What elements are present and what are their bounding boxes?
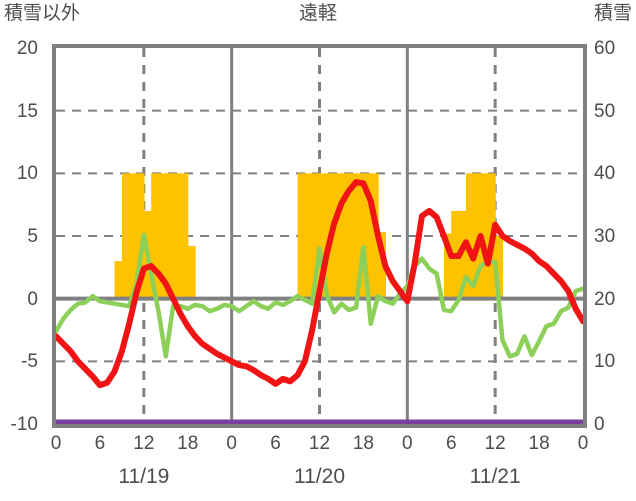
y-axis-left-tick: 20: [16, 38, 38, 59]
y-axis-left-tick: 0: [27, 288, 38, 310]
x-axis-tick: 6: [270, 433, 281, 454]
y-axis-right-tick: 60: [594, 38, 616, 59]
y-axis-right-tick: 50: [594, 100, 616, 122]
x-axis-day-label: 11/20: [294, 465, 345, 488]
y-axis-left-tick: 10: [16, 163, 38, 185]
y-axis-right-tick: 20: [594, 288, 616, 310]
x-axis-tick: 18: [177, 433, 199, 454]
x-axis-tick: 0: [577, 433, 589, 454]
y-axis-right-tick: 0: [594, 414, 605, 435]
x-axis-tick: 6: [94, 433, 106, 454]
y-axis-right-tick: 30: [594, 226, 616, 247]
x-axis-tick: 6: [445, 433, 457, 454]
y-axis-left-tick: -5: [21, 351, 38, 373]
plot-canvas: [56, 48, 583, 424]
x-axis-day-label: 11/19: [118, 465, 170, 488]
y-axis-left-tick: 15: [16, 100, 38, 122]
plot-inner: [56, 48, 583, 424]
left-axis-unit-label: 積雪以外: [4, 3, 81, 24]
x-axis-tick: 0: [50, 433, 62, 454]
y-axis-left-tick: -10: [10, 414, 38, 435]
y-axis-right-tick: 40: [594, 163, 616, 185]
x-axis-tick: 12: [308, 433, 331, 454]
x-axis-tick: 18: [528, 433, 550, 454]
y-axis-right-tick: 10: [594, 351, 616, 373]
x-axis-tick: 0: [402, 433, 413, 454]
y-axis-left-tick: 5: [27, 226, 38, 247]
chart-title: 遠軽: [298, 3, 337, 24]
x-axis-tick: 12: [484, 433, 506, 454]
plot-area: [52, 44, 587, 428]
right-axis-unit-label: 積雪: [593, 3, 632, 24]
x-axis-tick: 12: [133, 433, 155, 454]
x-axis-day-label: 11/21: [469, 465, 521, 488]
x-axis-tick: 18: [352, 433, 374, 454]
x-axis-tick: 0: [226, 433, 237, 454]
